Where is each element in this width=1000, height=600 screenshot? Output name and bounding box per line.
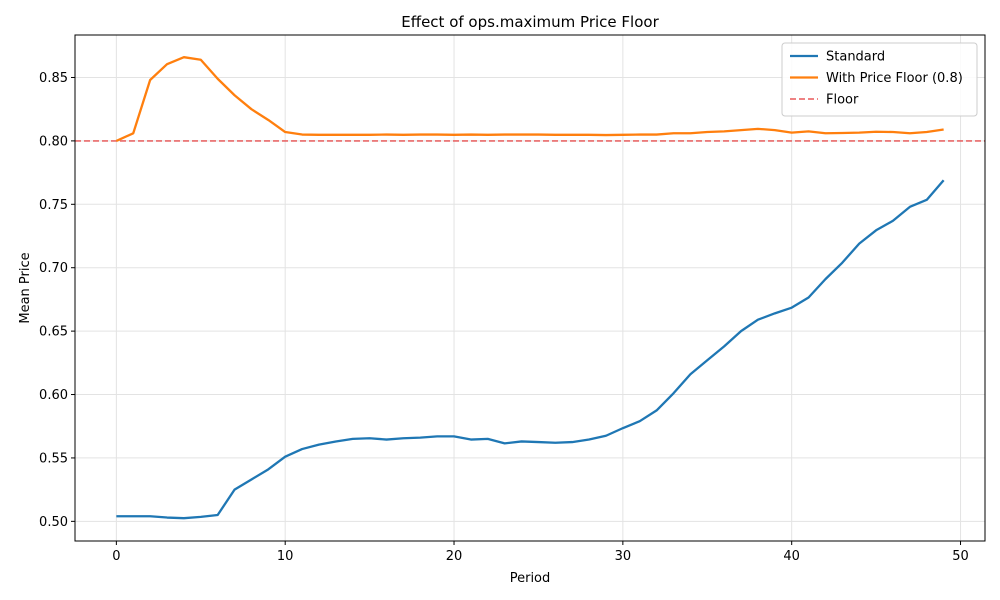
x-tick-label: 40 [783, 549, 800, 564]
legend: Standard With Price Floor (0.8) Floor [781, 42, 978, 117]
x-tick-label: 20 [446, 549, 463, 564]
x-axis-label: Period [510, 571, 551, 586]
y-tick-label: 0.75 [39, 198, 68, 213]
y-axis-label: Mean Price [18, 252, 33, 323]
y-tick-label: 0.85 [39, 71, 68, 86]
y-tick-label: 0.60 [39, 388, 68, 403]
y-tick-label: 0.80 [39, 134, 68, 149]
x-tick-label: 50 [952, 549, 969, 564]
legend-label-floor: Floor [826, 93, 859, 108]
y-tick-label: 0.70 [39, 261, 68, 276]
x-tick-label: 0 [112, 549, 120, 564]
y-tick-label: 0.55 [39, 451, 68, 466]
grid-layer [75, 35, 985, 541]
x-tick-label: 10 [277, 549, 294, 564]
y-tick-label: 0.65 [39, 325, 68, 340]
tick-layer: 0 10 20 30 40 50 0.50 0.55 0.60 0.65 0.70 0.75 0.80 0… [39, 71, 969, 564]
legend-label-price-floor: With Price Floor (0.8) [826, 71, 963, 86]
legend-box [781, 42, 978, 117]
x-tick-label: 30 [615, 549, 632, 564]
series-line-price-floor [115, 56, 944, 142]
series-layer [115, 56, 945, 520]
y-tick-label: 0.50 [39, 515, 68, 530]
axes-frame [74, 34, 986, 542]
legend-label-standard: Standard [826, 50, 885, 65]
chart-title: Effect of ops.maximum Price Floor [401, 13, 659, 31]
series-line-standard [116, 179, 945, 520]
